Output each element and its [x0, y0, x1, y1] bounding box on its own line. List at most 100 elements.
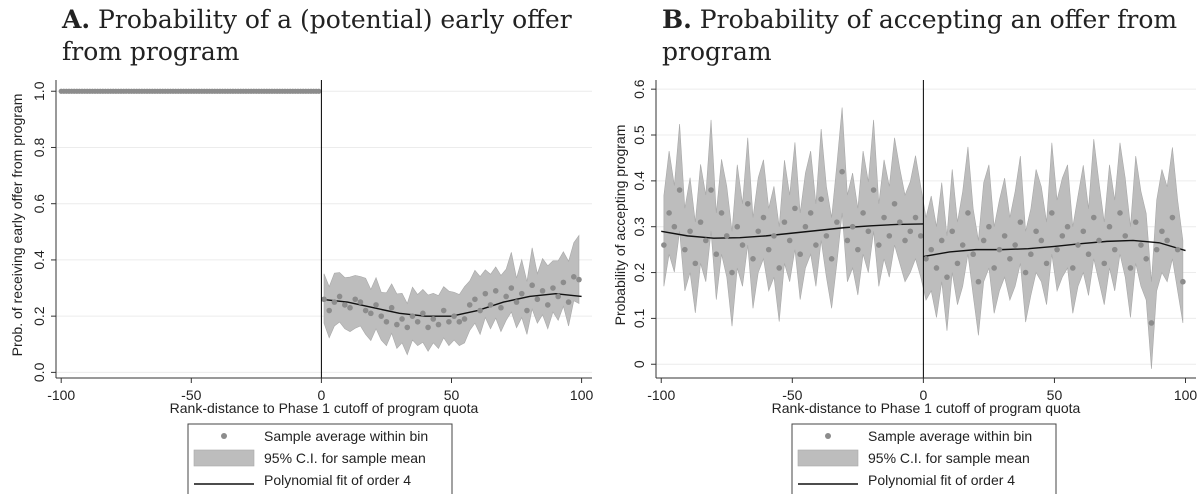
- panel-a-point: [518, 290, 525, 297]
- panel-a-point: [352, 296, 359, 303]
- panel-b-legend-band-key: [797, 449, 859, 467]
- panel-a-point: [477, 307, 483, 314]
- panel-a-ytick-label: 0.0: [31, 362, 47, 382]
- panel-a-point: [362, 307, 369, 314]
- panel-b-point: [1090, 214, 1097, 221]
- panel-a-title-line1: Probability of a (potential) early offer: [90, 5, 572, 34]
- panel-a-point: [508, 285, 515, 291]
- panel-a-point: [368, 310, 374, 317]
- panel-b-point: [1106, 223, 1113, 230]
- panel-a-point: [373, 302, 379, 308]
- panel-a-point: [544, 302, 551, 308]
- panel-a-point: [409, 313, 416, 319]
- panel-a-point: [524, 307, 530, 314]
- panel-b-point: [676, 187, 683, 193]
- panel-a-point: [456, 318, 463, 325]
- panel-a-legend-label: 95% C.I. for sample mean: [264, 450, 426, 466]
- panel-b-point: [1069, 265, 1076, 271]
- panel-b-axes: 0 0.1 0.2 0.3 0.4 0.5 0.6 -100 -50 0 50 100: [631, 79, 1197, 403]
- panel-a-legend-label: Sample average within bin: [264, 428, 428, 444]
- panel-b-title-line2: program: [662, 37, 772, 66]
- panel-a-xtick-label: 100: [570, 387, 594, 403]
- panel-b-point: [1064, 223, 1071, 230]
- panel-b-point: [1127, 265, 1134, 271]
- panel-a-point: [550, 285, 556, 291]
- panel-b-point: [1096, 237, 1102, 244]
- panel-b-point: [881, 214, 887, 221]
- panel-b-point: [729, 269, 735, 276]
- panel-b-point: [886, 233, 893, 239]
- panel-b-point: [1085, 251, 1092, 258]
- panel-b-point: [938, 237, 945, 244]
- panel-a-point: [534, 296, 541, 303]
- panel-b-point: [823, 233, 830, 239]
- panel-b-title: B. Probability of accepting an offer fro…: [662, 4, 1182, 68]
- panel-a-xtick-label: 50: [444, 387, 460, 403]
- panel-b-fit-line: [661, 223, 1186, 258]
- panel-b-point: [750, 255, 756, 262]
- panel-a-point: [342, 302, 348, 308]
- panel-b-point: [1132, 219, 1139, 225]
- panel-b-legend: Sample average within bin 95% C.I. for sa…: [791, 423, 1057, 494]
- panel-a-point: [404, 324, 411, 331]
- panel-b-point: [1007, 255, 1013, 262]
- panel-b-legend-marker-key: [825, 433, 831, 439]
- panel-a-point: [487, 302, 494, 308]
- panel-b-ytick-label: 0.2: [631, 263, 647, 283]
- panel-b-xtick-label: -50: [782, 387, 802, 403]
- panel-a-points: [58, 88, 582, 331]
- panel-a-grid: [56, 90, 592, 373]
- panel-b-fit-left: [661, 223, 924, 239]
- panel-b-point: [870, 187, 877, 193]
- panel-b-point: [1143, 255, 1149, 262]
- panel-b-point: [907, 228, 914, 235]
- panel-a-point: [492, 288, 499, 294]
- panel-b-plot: 0 0.1 0.2 0.3 0.4 0.5 0.6 -100 -50 0 50 100 Rank-di…: [612, 79, 1197, 416]
- panel-b-point: [1164, 237, 1170, 244]
- panel-b-point: [949, 228, 956, 235]
- panel-b-point: [792, 205, 798, 212]
- panel-a-point: [394, 321, 400, 328]
- panel-a-point: [440, 307, 447, 314]
- panel-a-point: [461, 316, 468, 322]
- panel-a-point: [451, 313, 457, 319]
- panel-b-point: [1122, 233, 1129, 239]
- panel-b-point: [661, 242, 667, 248]
- panel-b-point: [1169, 214, 1176, 221]
- panel-a-point: [316, 88, 322, 94]
- panel-a-point: [446, 318, 452, 325]
- panel-b-point: [1022, 269, 1029, 276]
- panel-b-point: [844, 237, 851, 244]
- panel-b-point: [708, 187, 714, 193]
- panel-b-point: [1028, 251, 1034, 258]
- panel-b-point: [765, 246, 772, 253]
- panel-b-legend-label: 95% C.I. for sample mean: [868, 450, 1030, 466]
- panel-b-point: [818, 196, 824, 202]
- panel-b-xtick-label: 50: [1047, 387, 1063, 403]
- panel-b-point: [959, 242, 966, 248]
- panel-b-title-line1: Probability of accepting an offer from: [691, 5, 1178, 34]
- panel-a-ylabel: Prob. of receiving early offer from prog…: [9, 94, 25, 357]
- panel-b-point: [912, 214, 919, 221]
- panel-b-ylabel: Probability of accepting program: [612, 125, 628, 326]
- panel-b-point: [807, 210, 814, 216]
- panel-b-point: [1111, 246, 1118, 253]
- panel-a-point: [529, 282, 535, 289]
- panel-b-xtick-label: 0: [919, 387, 927, 403]
- panel-b-point: [1148, 320, 1155, 326]
- panel-a-plot: 0.0 0.2 0.4 0.6 0.8 1.0 -100 -50 0 50 100 Rank-dis…: [9, 80, 593, 416]
- panel-b-point: [813, 242, 819, 248]
- panel-b-point: [1059, 233, 1066, 239]
- panel-b-point: [1117, 210, 1123, 216]
- panel-b-point: [739, 242, 746, 248]
- panel-b-xlabel: Rank-distance to Phase 1 cutoff of progr…: [772, 400, 1081, 416]
- panel-b-point: [1012, 242, 1018, 248]
- panel-b-point: [703, 237, 709, 244]
- panel-a-point: [472, 296, 478, 303]
- panel-b-ytick-label: 0.6: [631, 79, 647, 99]
- panel-b-point: [917, 233, 924, 239]
- panel-a-point: [430, 316, 437, 322]
- panel-a-point: [560, 279, 567, 286]
- panel-b-point: [996, 246, 1003, 253]
